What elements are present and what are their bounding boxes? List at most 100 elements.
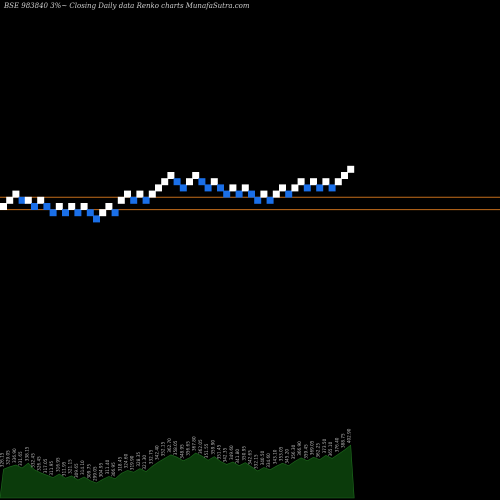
down-brick bbox=[223, 190, 231, 198]
down-brick bbox=[316, 184, 324, 192]
volume-label: 311.95 bbox=[62, 461, 67, 476]
volume-label: 328.35 bbox=[136, 452, 141, 467]
volume-label: 350.95 bbox=[241, 446, 246, 461]
volume-label: 402.90 bbox=[347, 428, 352, 443]
up-brick bbox=[279, 184, 286, 192]
down-brick bbox=[31, 203, 38, 210]
volume-label: 314.10 bbox=[80, 460, 85, 475]
up-brick bbox=[192, 172, 200, 179]
up-brick bbox=[12, 190, 20, 198]
chart-title: BSE 983840 3%~ Closing Daily data Renko … bbox=[4, 2, 250, 10]
volume-label: 356.30 bbox=[291, 444, 296, 459]
up-brick bbox=[148, 190, 156, 198]
volume-label: 321.30 bbox=[142, 455, 147, 470]
up-brick bbox=[99, 209, 107, 217]
down-brick bbox=[49, 209, 57, 217]
volume-label: 358.05 bbox=[173, 440, 178, 455]
volume-label: 329.05 bbox=[6, 450, 11, 465]
down-brick bbox=[86, 209, 94, 217]
down-brick bbox=[18, 196, 26, 204]
volume-label: 326.45 bbox=[37, 456, 42, 471]
up-brick bbox=[291, 184, 299, 192]
volume-label: 362.25 bbox=[316, 443, 321, 458]
down-brick bbox=[328, 184, 336, 192]
down-brick bbox=[43, 203, 51, 210]
up-brick bbox=[210, 178, 218, 186]
volume-label: 309.75 bbox=[86, 464, 91, 479]
up-brick bbox=[117, 196, 125, 204]
up-brick bbox=[341, 172, 348, 179]
volume-label: 373.50 bbox=[322, 438, 327, 453]
down-brick bbox=[235, 190, 243, 198]
volume-label: 353.05 bbox=[279, 446, 284, 461]
up-brick bbox=[322, 178, 330, 186]
up-brick bbox=[167, 172, 175, 179]
volume-label: 365.10 bbox=[328, 441, 333, 456]
up-brick bbox=[24, 196, 32, 204]
up-brick bbox=[310, 178, 317, 186]
down-brick bbox=[285, 190, 293, 198]
volume-label: 309.65 bbox=[74, 463, 79, 478]
volume-label: 342.40 bbox=[155, 445, 160, 460]
volume-label: 359.45 bbox=[303, 444, 308, 459]
up-brick bbox=[0, 203, 7, 210]
volume-label: 332.45 bbox=[31, 453, 36, 468]
volume-label: 341.80 bbox=[235, 449, 240, 464]
up-brick bbox=[229, 184, 237, 192]
volume-label: 362.70 bbox=[167, 438, 172, 453]
volume-label: 316.95 bbox=[55, 457, 60, 472]
volume-label: 334.60 bbox=[266, 453, 271, 468]
up-brick bbox=[6, 196, 14, 204]
volume-label: 326.15 bbox=[0, 452, 5, 467]
volume-label: 367.80 bbox=[192, 436, 197, 451]
down-brick bbox=[74, 209, 82, 217]
down-brick bbox=[111, 209, 119, 217]
down-brick bbox=[62, 209, 69, 217]
up-brick bbox=[136, 190, 144, 198]
up-brick bbox=[124, 190, 131, 198]
down-brick bbox=[254, 196, 262, 204]
down-brick bbox=[179, 184, 187, 192]
volume-label: 342.35 bbox=[223, 447, 228, 462]
volume-label: 359.90 bbox=[210, 440, 215, 455]
down-brick bbox=[303, 184, 311, 192]
down-brick bbox=[198, 178, 206, 186]
volume-label: 348.95 bbox=[179, 444, 184, 459]
volume-label: 342.65 bbox=[248, 450, 253, 465]
volume-label: 351.45 bbox=[217, 444, 222, 459]
volume-label: 331.65 bbox=[18, 451, 23, 466]
up-brick bbox=[347, 165, 355, 173]
up-brick bbox=[80, 203, 88, 210]
volume-label: 369.05 bbox=[310, 440, 315, 455]
volume-area bbox=[0, 444, 355, 499]
up-brick bbox=[334, 178, 342, 186]
down-brick bbox=[248, 190, 255, 198]
volume-label: 349.60 bbox=[229, 445, 234, 460]
volume-panel: 326.15 329.05 336.90 331.65 338.15 332.45 326.… bbox=[0, 428, 355, 499]
down-brick bbox=[130, 196, 138, 204]
volume-label: 352.15 bbox=[161, 441, 166, 456]
volume-label: 376.40 bbox=[334, 437, 339, 452]
volume-label: 366.90 bbox=[297, 441, 302, 456]
volume-label: 332.75 bbox=[148, 449, 153, 464]
up-brick bbox=[161, 178, 169, 186]
volume-label: 311.95 bbox=[49, 461, 54, 476]
up-brick bbox=[37, 196, 45, 204]
volume-label: 321.15 bbox=[68, 459, 73, 474]
volume-label: 332.15 bbox=[254, 454, 259, 469]
volume-label: 343.10 bbox=[272, 449, 277, 464]
down-brick bbox=[266, 196, 274, 204]
up-brick bbox=[260, 190, 268, 198]
up-brick bbox=[297, 178, 305, 186]
down-brick bbox=[217, 184, 224, 192]
volume-label: 340.50 bbox=[260, 450, 265, 465]
volume-label: 362.05 bbox=[198, 439, 203, 454]
volume-label: 324.60 bbox=[124, 453, 129, 468]
up-brick bbox=[272, 190, 280, 198]
volume-label: 345.20 bbox=[285, 449, 290, 464]
volume-label: 351.55 bbox=[204, 443, 209, 458]
up-brick bbox=[186, 178, 193, 186]
down-brick bbox=[173, 178, 181, 186]
volume-label: 299.05 bbox=[93, 466, 98, 481]
